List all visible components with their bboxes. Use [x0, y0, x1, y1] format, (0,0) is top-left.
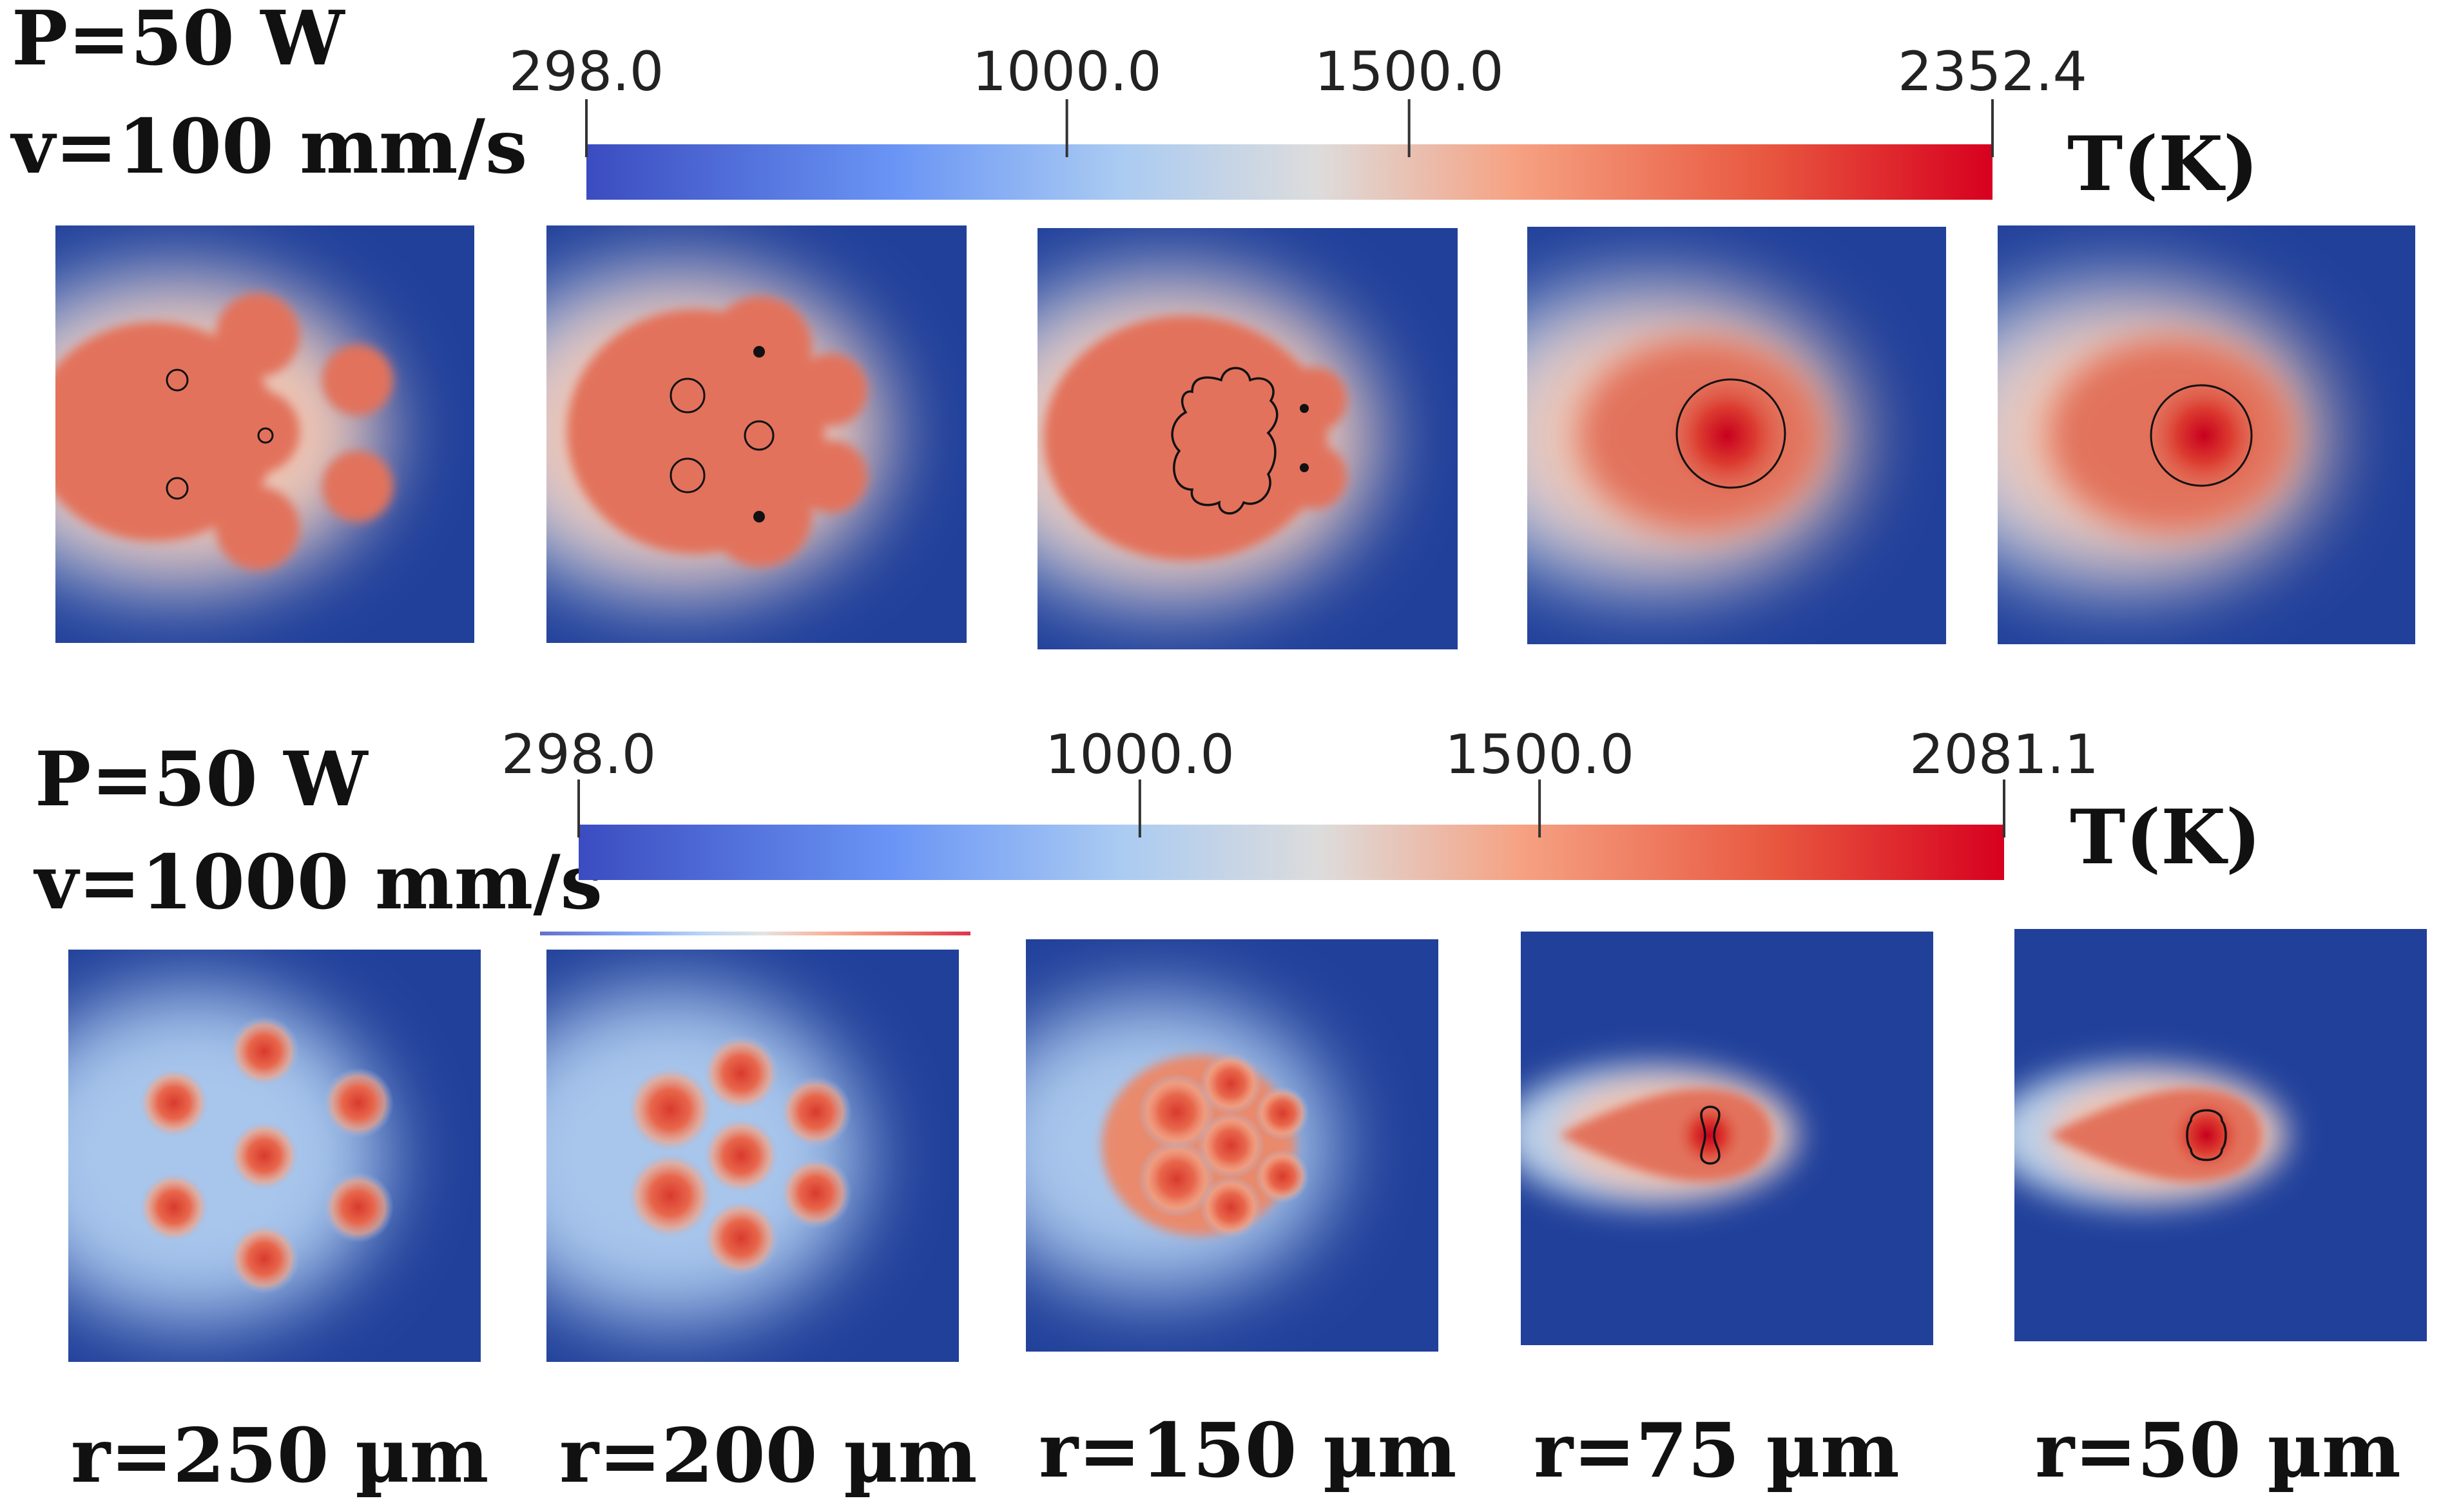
colorbar-gradient-row-1 — [586, 144, 1992, 200]
temperature-panel — [55, 225, 474, 643]
colorbar-ticks-row-2: 298.0 1000.0 1500.0 2081.1 — [501, 723, 2099, 837]
colorbar-tick-label: 298.0 — [501, 723, 656, 786]
colorbar-tick-label: 1000.0 — [972, 40, 1162, 103]
unit-label-row-1: T(K) — [2067, 120, 2259, 208]
colorbar-gradient-row-2 — [579, 825, 2004, 880]
power-label-row-1: P=50 W — [12, 0, 345, 82]
colorbar-tick-label: 2081.1 — [1909, 723, 2099, 786]
power-label-row-2: P=50 W — [35, 736, 369, 823]
radius-label: r=150 µm — [1039, 1407, 1456, 1495]
colorbar-tick-label: 1500.0 — [1445, 723, 1634, 786]
radius-label: r=250 µm — [71, 1412, 488, 1500]
unit-label-row-2: T(K) — [2070, 794, 2261, 881]
radius-label: r=75 µm — [1534, 1407, 1900, 1495]
temperature-panel — [1998, 225, 2415, 644]
colorbar-tick-label: 2352.4 — [1898, 40, 2087, 103]
temperature-panel — [546, 225, 967, 643]
colorbar-tick-label: 298.0 — [509, 40, 664, 103]
speed-label-row-2: v=1000 mm/s — [33, 839, 603, 926]
temperature-panel — [1521, 932, 1933, 1345]
stray-colorbar-artifact — [540, 932, 970, 935]
colorbar-ticks-row-1: 298.0 1000.0 1500.0 2352.4 — [509, 40, 2087, 157]
row-1: P=50 W v=100 mm/s T(K) 298.0 1000.0 1500.0… — [10, 0, 2415, 649]
temperature-panel — [546, 950, 959, 1362]
row-2: P=50 W v=1000 mm/s T(K) 298.0 1000.0 1500.… — [33, 723, 2427, 1500]
colorbar-row-2: 298.0 1000.0 1500.0 2081.1 — [501, 723, 2099, 880]
colorbar-row-1: 298.0 1000.0 1500.0 2352.4 — [509, 40, 2087, 200]
radius-label: r=50 µm — [2035, 1407, 2401, 1495]
colorbar-tick-label: 1000.0 — [1045, 723, 1235, 786]
temperature-panel — [1026, 939, 1438, 1352]
radius-label: r=200 µm — [559, 1412, 977, 1500]
temperature-panel — [1037, 228, 1458, 649]
speed-label-row-1: v=100 mm/s — [10, 103, 527, 191]
temperature-panel — [68, 950, 481, 1362]
temperature-panel — [1527, 227, 1946, 644]
colorbar-tick-label: 1500.0 — [1315, 40, 1504, 103]
temperature-panel — [2014, 929, 2427, 1341]
